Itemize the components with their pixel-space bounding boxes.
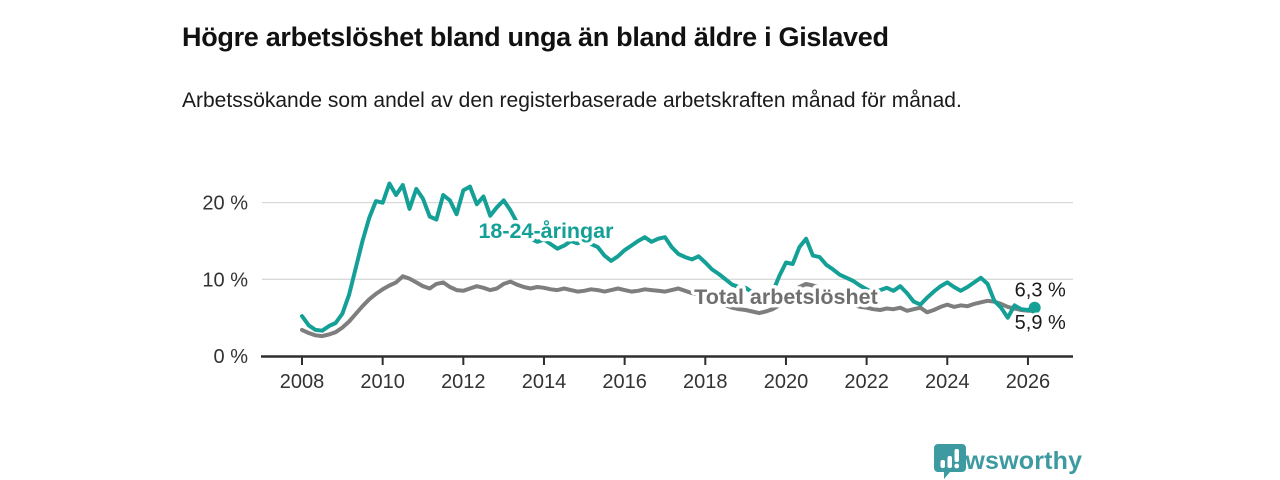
x-axis-tick-label: 2020: [764, 371, 809, 393]
y-axis-tick-label: 20 %: [202, 193, 248, 215]
y-axis-tick-label: 10 %: [202, 269, 248, 291]
x-axis-tick-label: 2022: [844, 371, 889, 393]
x-axis-tick-label: 2008: [280, 371, 325, 393]
x-axis-tick-label: 2018: [683, 371, 728, 393]
newsworthy-bubble-icon: [934, 444, 966, 479]
line-series-youth: [300, 181, 1037, 333]
x-axis-tick-label: 2014: [522, 371, 567, 393]
newsworthy-logo[interactable]: Newsworthy: [933, 443, 1082, 479]
end-value-label-youth: 6,3 %: [1015, 280, 1066, 302]
x-axis-tick-label: 2010: [360, 371, 405, 393]
line-series-total: [300, 274, 1037, 339]
end-value-label-total: 5,9 %: [1015, 312, 1066, 334]
series-label-total: Total arbetslöshet: [694, 285, 878, 309]
y-axis-tick-label: 0 %: [214, 346, 249, 368]
series-end-dot: [1028, 301, 1041, 314]
x-axis-tick-label: 2012: [441, 371, 486, 393]
x-axis-tick-label: 2026: [1006, 371, 1051, 393]
series-label-youth: 18-24-åringar: [478, 219, 614, 243]
chart-subtitle: Arbetssökande som andel av den registerb…: [182, 89, 962, 112]
x-axis-tick-label: 2016: [602, 371, 647, 393]
page-title: Högre arbetslöshet bland unga än bland ä…: [182, 22, 889, 53]
x-axis-tick-label: 2024: [925, 371, 970, 393]
